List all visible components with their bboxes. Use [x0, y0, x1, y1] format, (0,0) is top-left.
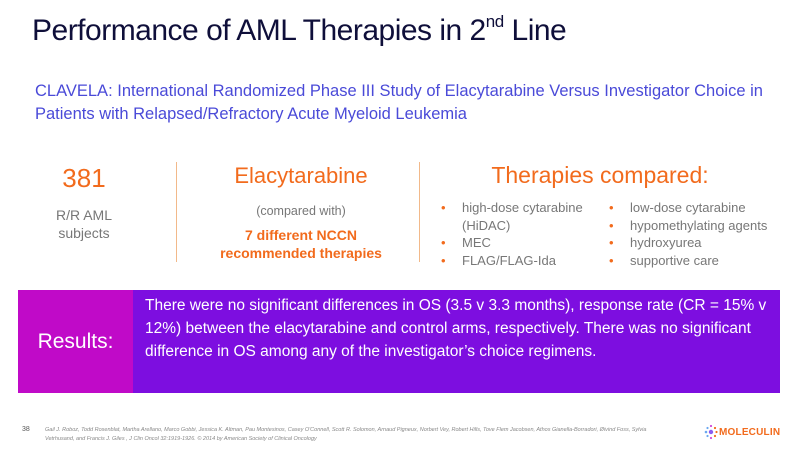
title-text-end: Line	[503, 14, 567, 47]
citation: Gail J. Roboz, Todd Rosenblat, Martha Ar…	[45, 427, 647, 442]
logo-mark-icon	[704, 424, 718, 440]
subjects-label-line1: R/R AML	[55, 207, 112, 223]
therapies-list-right: low-dose cytarabine hypomethylating agen…	[604, 199, 794, 269]
page-number: 38	[22, 426, 30, 433]
drug-name: Elacytarabine	[234, 163, 368, 188]
therapy-item: low-dose cytarabine	[604, 199, 794, 217]
moleculin-logo: MOLECULIN	[703, 424, 780, 440]
subjects-label: R/R AML subjects	[44, 206, 124, 242]
results-text: There were no significant differences in…	[133, 290, 780, 393]
therapy-item: supportive care	[604, 252, 794, 270]
results-box: Results: There were no significant diffe…	[18, 290, 780, 393]
subjects-label-line2: subjects	[58, 225, 110, 241]
subjects-count: 381	[62, 163, 106, 193]
study-subtitle: CLAVELA: International Randomized Phase …	[35, 82, 763, 123]
compared-with-label: (compared with)	[256, 204, 346, 218]
therapy-item: hydroxyurea	[604, 234, 794, 252]
nccn-line1: 7 different NCCN	[244, 227, 357, 243]
divider-right	[419, 162, 420, 262]
title-superscript: nd	[485, 12, 504, 31]
therapy-item: hypomethylating agents	[604, 217, 794, 235]
title-text: Performance of AML Therapies in 2	[32, 14, 486, 47]
divider-left	[176, 162, 177, 262]
therapy-item: FLAG/FLAG-Ida	[436, 252, 596, 270]
results-label: Results:	[18, 290, 133, 393]
nccn-line2: recommended therapies	[220, 245, 382, 261]
therapy-item: high-dose cytarabine (HiDAC)	[436, 199, 596, 234]
logo-text: MOLECULIN	[719, 426, 781, 438]
therapy-item: MEC	[436, 234, 596, 252]
therapies-list-left: high-dose cytarabine (HiDAC) MEC FLAG/FL…	[436, 199, 596, 269]
therapies-title: Therapies compared:	[491, 162, 709, 188]
slide-title: Performance of AML Therapies in 2nd Line	[32, 12, 567, 48]
nccn-therapies-note: 7 different NCCN recommended therapies	[196, 226, 406, 262]
